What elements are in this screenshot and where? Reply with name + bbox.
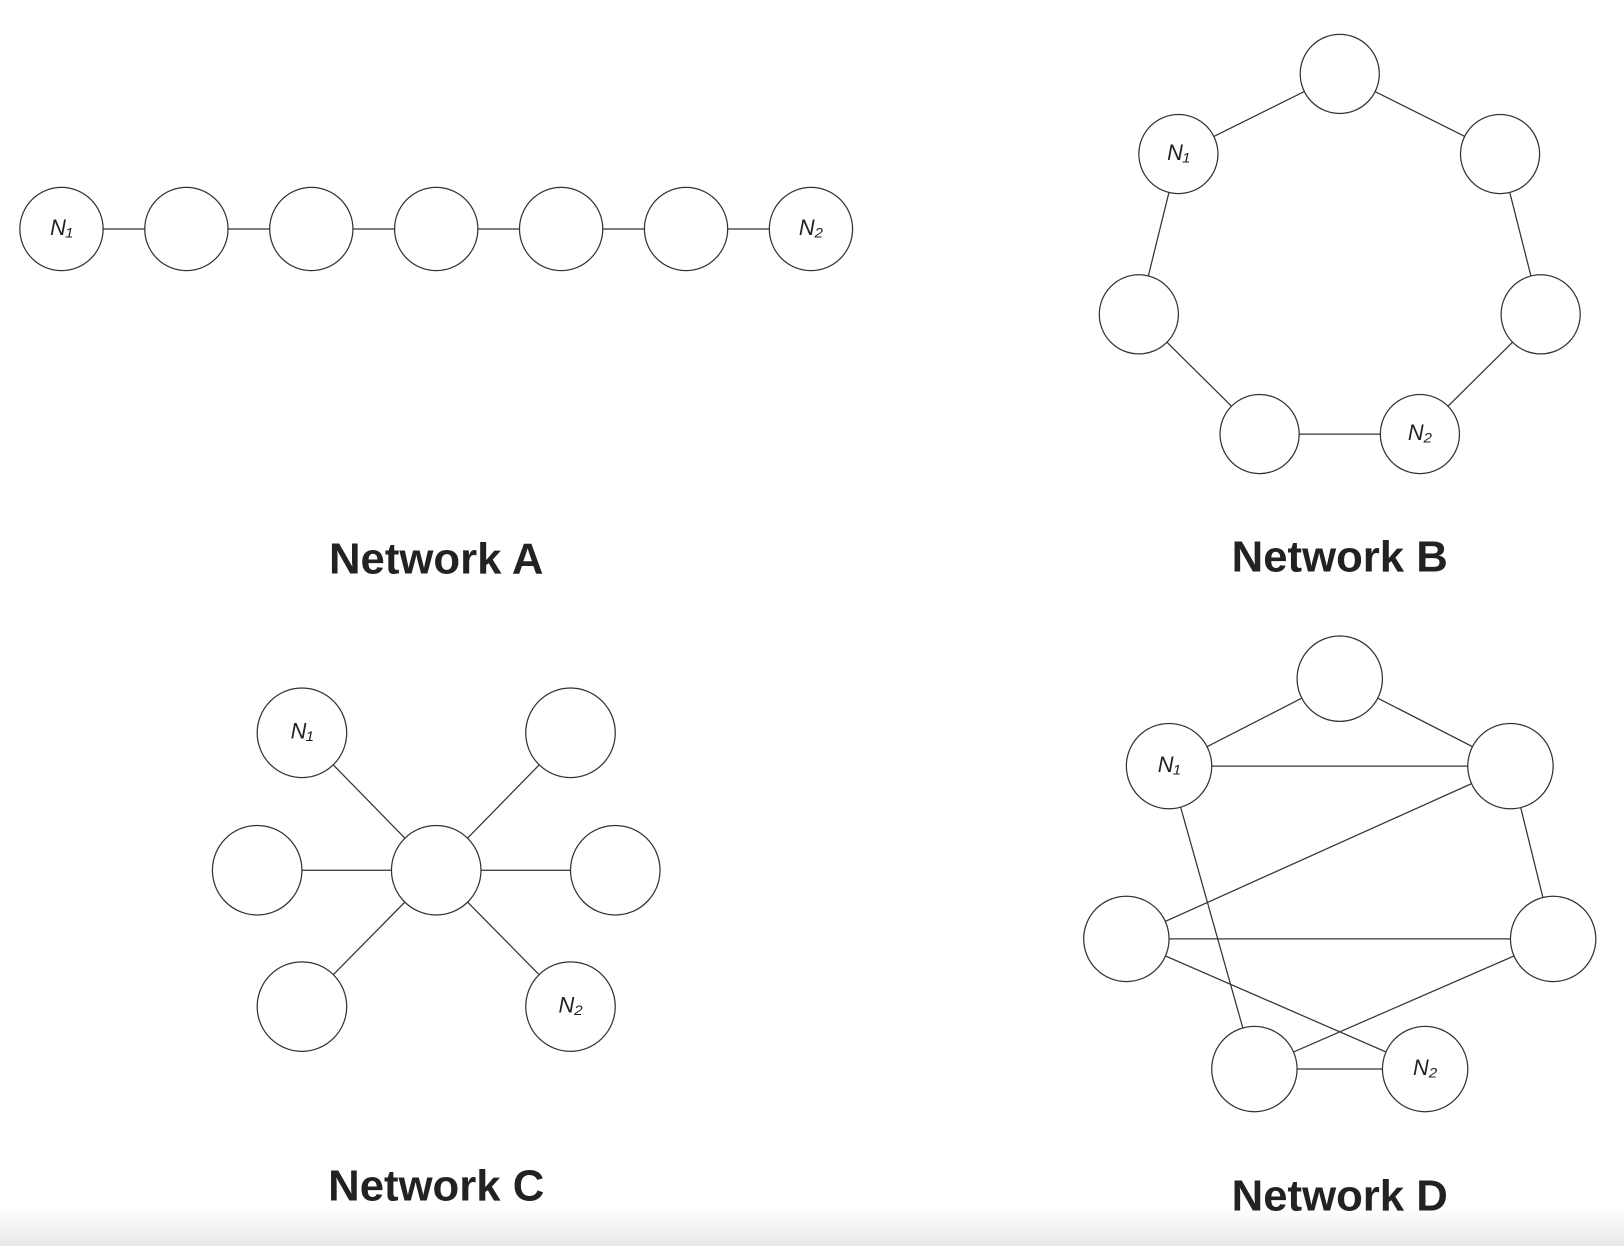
node-label: N₂ [1413, 1055, 1438, 1080]
network: N₁ N₂ Network C [211, 687, 661, 1210]
edge [1126, 938, 1426, 1070]
network-title: Network D [1232, 1172, 1448, 1221]
bottom-shade [0, 1207, 1624, 1246]
node [1379, 393, 1461, 475]
node [1083, 895, 1170, 983]
node [211, 824, 303, 916]
node [269, 186, 354, 272]
node [1467, 722, 1554, 810]
edge [1254, 938, 1554, 1070]
node [525, 961, 616, 1052]
node [1211, 1025, 1298, 1113]
node [256, 687, 348, 779]
node [393, 186, 479, 272]
edge [1168, 765, 1255, 1070]
node [19, 186, 104, 272]
node [518, 186, 604, 272]
node [1098, 274, 1180, 355]
node-label: N₁ [50, 215, 73, 240]
node [256, 961, 348, 1052]
node [768, 186, 854, 272]
node [1459, 113, 1541, 195]
node [144, 186, 229, 272]
node [569, 824, 661, 916]
node [643, 186, 729, 272]
node-label: N₁ [1158, 752, 1181, 777]
node [1381, 1025, 1469, 1113]
node-label: N₁ [291, 719, 314, 744]
node [1296, 635, 1384, 722]
network: N₁ N₂ Network B [1098, 33, 1581, 582]
node-label: N₂ [558, 992, 583, 1017]
network-title: Network B [1232, 533, 1448, 582]
node-label: N₂ [1408, 420, 1433, 445]
node [1125, 722, 1213, 810]
node [1219, 393, 1300, 475]
network-title: Network A [329, 535, 544, 584]
node-label: N₂ [799, 215, 824, 240]
node [525, 687, 616, 779]
node [390, 824, 482, 916]
node [1299, 33, 1380, 115]
edge [1126, 765, 1511, 940]
node [1509, 895, 1597, 983]
network-title: Network C [328, 1161, 544, 1210]
node-label: N₁ [1167, 140, 1190, 165]
node [1138, 113, 1219, 195]
network: N₁ N₂ Network D [1083, 635, 1597, 1221]
network: N₁ N₂ Network A [19, 186, 854, 584]
node [1500, 274, 1581, 355]
